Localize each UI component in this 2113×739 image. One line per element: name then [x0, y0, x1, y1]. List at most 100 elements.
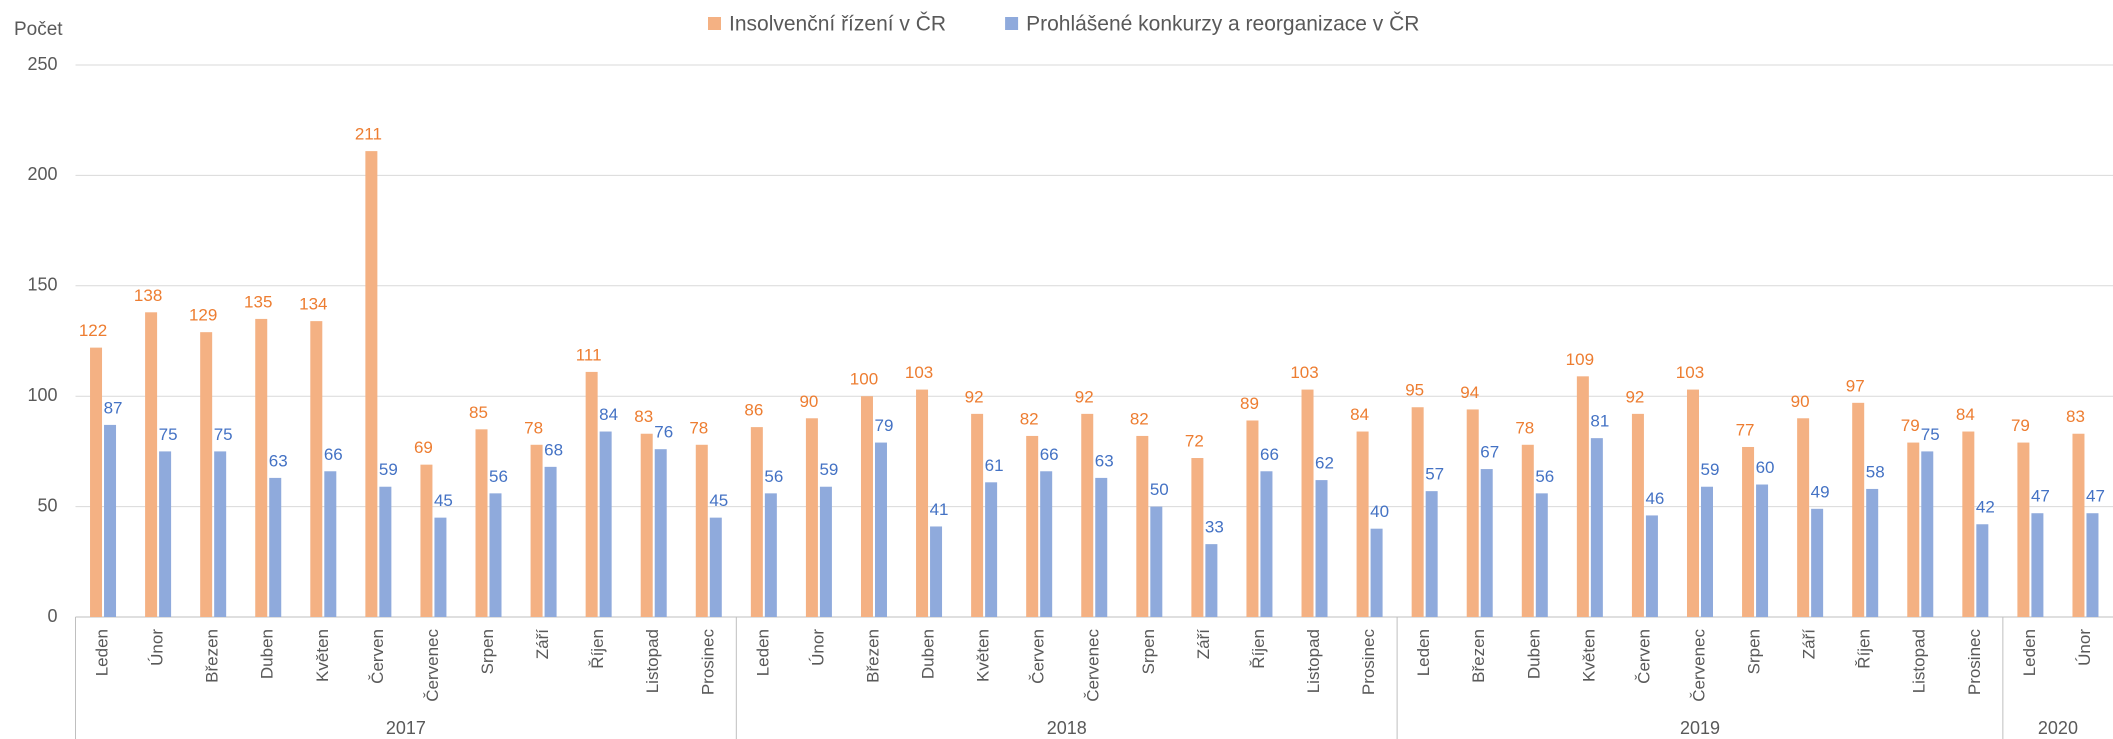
bar — [1301, 389, 1314, 617]
bar — [695, 444, 708, 617]
x-tick-label: Březen — [203, 629, 222, 683]
data-label: 94 — [1460, 383, 1479, 402]
data-label: 134 — [299, 295, 327, 314]
bar — [709, 517, 722, 617]
data-label: 84 — [1956, 405, 1975, 424]
bar — [1205, 544, 1218, 617]
bar — [764, 493, 777, 617]
x-tick-label: Prosinec — [698, 629, 717, 696]
bar — [1315, 480, 1328, 617]
bar — [1852, 402, 1865, 617]
x-tick-label: Září — [533, 629, 552, 660]
data-label: 56 — [764, 467, 783, 486]
bar — [1576, 376, 1589, 617]
data-label: 68 — [544, 440, 563, 459]
bar — [585, 371, 598, 617]
bar — [1466, 409, 1479, 617]
legend-swatch — [708, 17, 721, 30]
data-label: 109 — [1566, 350, 1594, 369]
data-label: 59 — [819, 460, 838, 479]
data-label: 95 — [1405, 381, 1424, 400]
x-tick-label: Září — [1194, 629, 1213, 660]
data-label: 89 — [1240, 394, 1259, 413]
data-label: 59 — [379, 460, 398, 479]
data-label: 78 — [689, 418, 708, 437]
x-tick-label: Leden — [2020, 629, 2039, 676]
bar — [2072, 433, 2085, 617]
bar — [2086, 513, 2099, 617]
data-label: 66 — [1040, 445, 1059, 464]
x-tick-label: Květen — [1579, 629, 1598, 682]
group-label: 2017 — [386, 718, 426, 738]
x-tick-label: Leden — [1414, 629, 1433, 676]
y-tick-label: 150 — [27, 275, 57, 295]
bar — [200, 332, 213, 617]
bar — [2017, 442, 2030, 617]
data-label: 59 — [1701, 460, 1720, 479]
data-label: 66 — [324, 445, 343, 464]
data-label: 79 — [875, 416, 894, 435]
data-label: 103 — [1290, 363, 1318, 382]
bar — [434, 517, 447, 617]
bar — [1095, 477, 1108, 617]
data-label: 82 — [1020, 409, 1039, 428]
data-label: 66 — [1260, 445, 1279, 464]
data-label: 72 — [1185, 432, 1204, 451]
x-tick-label: Srpen — [1745, 629, 1764, 674]
data-label: 77 — [1736, 420, 1755, 439]
x-tick-label: Leden — [753, 629, 772, 676]
data-label: 69 — [414, 438, 433, 457]
group-label: 2020 — [2038, 718, 2078, 738]
bar — [1356, 431, 1369, 617]
x-tick-label: Leden — [93, 629, 112, 676]
data-label: 84 — [1350, 405, 1369, 424]
bar — [269, 477, 282, 617]
data-label: 100 — [850, 370, 878, 389]
bar — [324, 471, 337, 617]
x-tick-label: Listopad — [1910, 629, 1929, 693]
data-label: 78 — [1515, 418, 1534, 437]
data-label: 103 — [905, 363, 933, 382]
data-label: 138 — [134, 286, 162, 305]
bar — [1370, 528, 1383, 617]
bar — [1921, 451, 1934, 617]
x-tick-label: Listopad — [643, 629, 662, 693]
x-tick-label: Duben — [1524, 629, 1543, 679]
legend-swatch — [1005, 17, 1019, 30]
bar — [475, 429, 488, 617]
data-label: 129 — [189, 306, 217, 325]
legend-label: Prohlášené konkurzy a reorganizace v ČR — [1026, 13, 1419, 36]
data-label: 47 — [2031, 487, 2050, 506]
data-label: 90 — [799, 392, 818, 411]
data-label: 211 — [355, 125, 382, 144]
bar — [1590, 438, 1603, 617]
x-tick-label: Červenec — [1084, 629, 1103, 702]
bar — [1631, 413, 1644, 617]
data-label: 45 — [709, 491, 728, 510]
bar — [1136, 435, 1149, 617]
data-label: 75 — [214, 425, 233, 444]
bar — [214, 451, 227, 617]
x-tick-label: Březen — [863, 629, 882, 683]
x-tick-label: Prosinec — [1965, 629, 1984, 696]
bar — [1425, 491, 1438, 617]
bar — [1907, 442, 1920, 617]
bar — [1040, 471, 1053, 617]
y-tick-label: 0 — [47, 606, 57, 626]
bar — [1081, 413, 1094, 617]
bar — [90, 347, 103, 617]
data-label: 78 — [524, 418, 543, 437]
data-label: 85 — [469, 403, 488, 422]
bar — [819, 486, 832, 617]
bar — [971, 413, 984, 617]
bar — [104, 424, 117, 617]
x-tick-label: Říjen — [1855, 629, 1874, 669]
x-tick-label: Březen — [1469, 629, 1488, 683]
data-label: 83 — [2066, 407, 2085, 426]
x-tick-label: Duben — [919, 629, 938, 679]
bar — [654, 449, 667, 617]
bar — [1976, 524, 1989, 617]
bar — [379, 486, 392, 617]
data-label: 75 — [159, 425, 178, 444]
bar — [916, 389, 929, 617]
